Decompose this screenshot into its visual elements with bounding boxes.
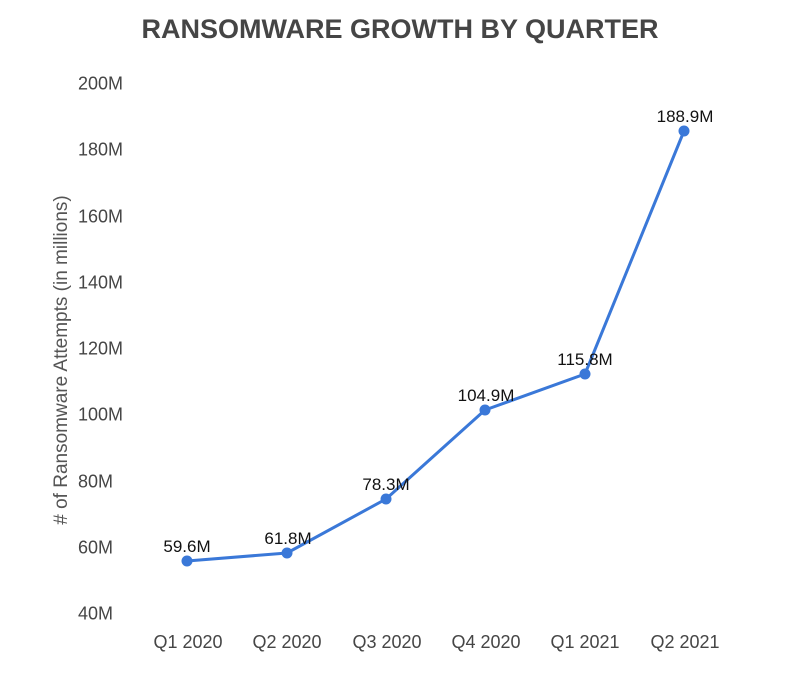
data-label: 59.6M xyxy=(163,537,211,556)
y-tick: 100M xyxy=(78,404,124,425)
y-tick: 180M xyxy=(78,139,124,160)
x-tick: Q1 2021 xyxy=(550,632,620,652)
y-tick: 120M xyxy=(78,338,124,359)
y-tick: 40M xyxy=(78,603,114,624)
chart-title: RANSOMWARE GROWTH BY QUARTER xyxy=(141,14,659,44)
data-point xyxy=(380,493,392,505)
data-label: 188.9M xyxy=(656,107,714,126)
y-tick: 140M xyxy=(78,272,124,293)
data-point xyxy=(479,404,491,416)
y-tick: 160M xyxy=(78,206,124,227)
data-point xyxy=(579,368,591,380)
x-tick: Q2 2020 xyxy=(252,632,322,652)
series-line xyxy=(186,130,686,563)
x-tick: Q3 2020 xyxy=(352,632,422,652)
y-tick: 200M xyxy=(78,73,124,94)
data-label: 104.9M xyxy=(457,386,515,405)
x-tick: Q4 2020 xyxy=(451,632,521,652)
data-label: 61.8M xyxy=(264,529,312,548)
y-tick: 80M xyxy=(78,471,114,492)
data-label: 78.3M xyxy=(362,475,410,494)
data-point xyxy=(181,555,193,567)
data-point xyxy=(281,547,293,559)
y-tick: 60M xyxy=(78,537,114,558)
x-tick: Q1 2020 xyxy=(153,632,223,652)
data-point xyxy=(678,125,690,137)
x-tick: Q2 2021 xyxy=(650,632,720,652)
data-label: 115.8M xyxy=(557,350,613,369)
